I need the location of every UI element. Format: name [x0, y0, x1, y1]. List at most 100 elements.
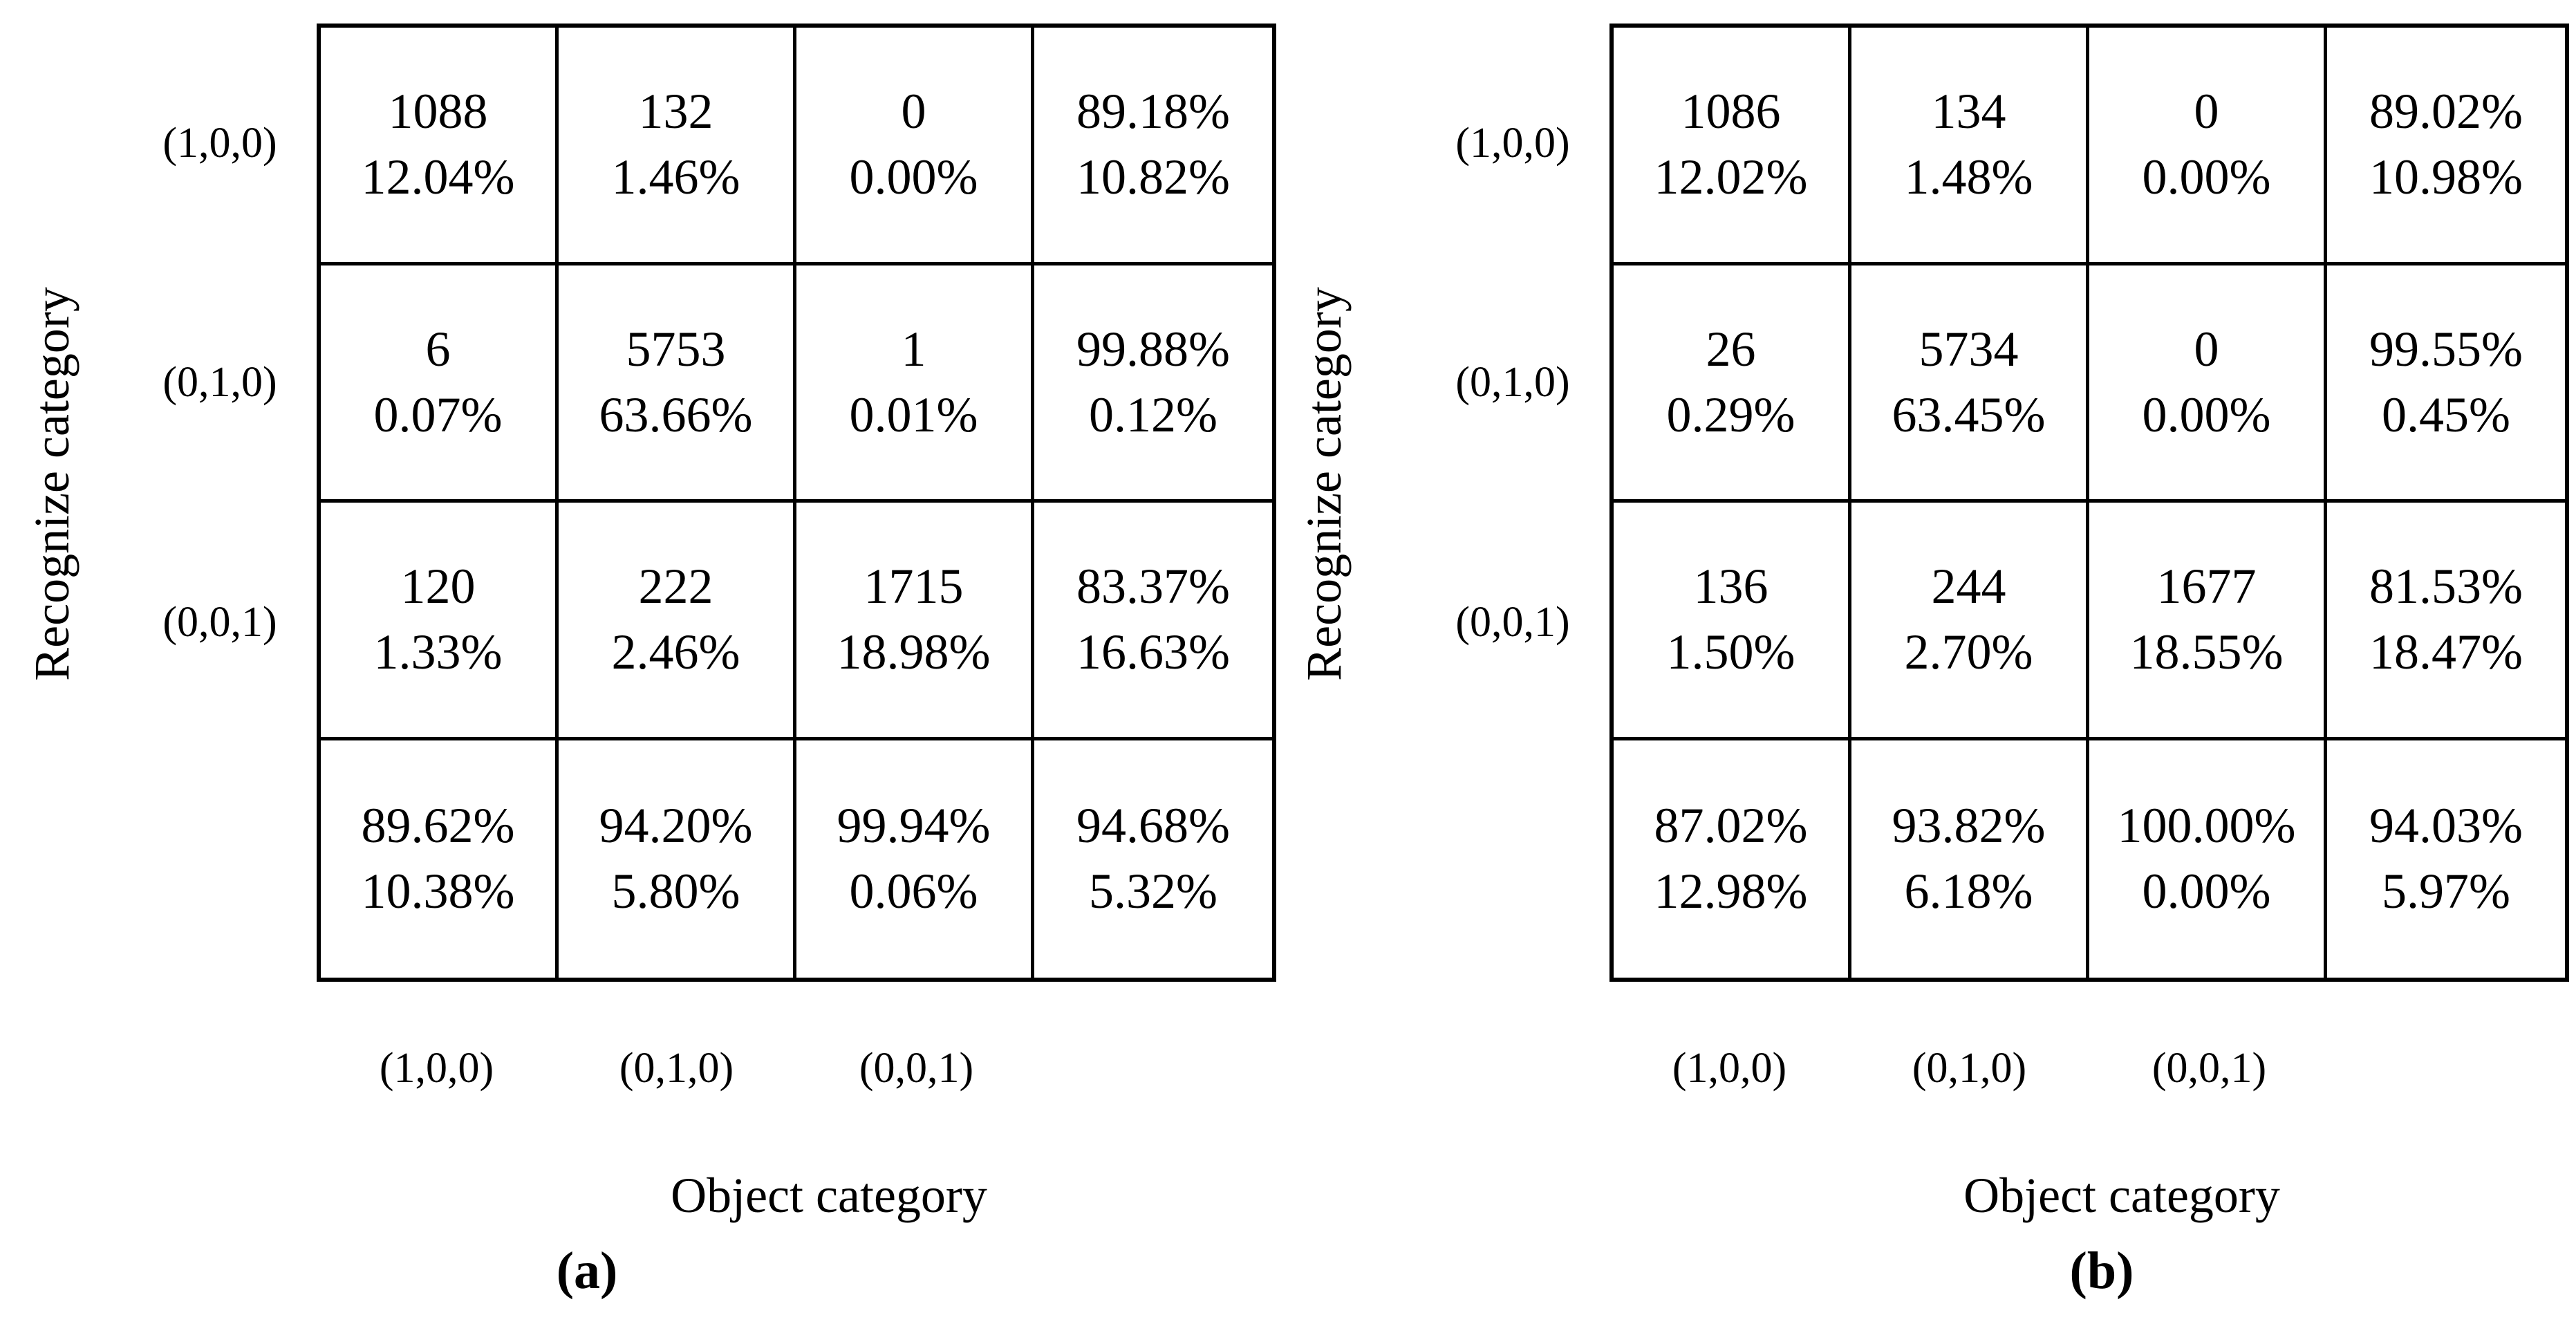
cell-overall-error: 5.97% [2382, 864, 2510, 920]
x-axis-label: Object category [671, 1168, 987, 1223]
matrix-cell: 120 1.33% [321, 503, 559, 740]
cell-col-error: 0.06% [849, 864, 978, 920]
matrix-cell: 89.02% 10.98% [2327, 28, 2565, 265]
cell-percent: 1.50% [1666, 624, 1795, 680]
matrix-cell: 1677 18.55% [2089, 503, 2327, 740]
cell-count: 222 [638, 559, 713, 615]
cell-row-error: 18.47% [2369, 624, 2523, 680]
row-label: (1,0,0) [1455, 119, 1570, 167]
row-label: (0,1,0) [1455, 359, 1570, 407]
cell-col-correct: 89.62% [361, 798, 515, 854]
cell-row-error: 0.12% [1089, 386, 1217, 442]
cell-percent: 12.04% [361, 149, 515, 205]
row-labels-column: (1,0,0) (0,1,0) (0,0,1) [123, 24, 317, 982]
cell-count: 134 [1931, 84, 2006, 140]
cell-row-correct: 89.02% [2369, 84, 2523, 140]
cell-col-error: 12.98% [1654, 864, 1808, 920]
matrix-cell: 94.68% 5.32% [1034, 740, 1272, 978]
matrix-cell: 99.94% 0.06% [796, 740, 1034, 978]
matrix-cell: 94.20% 5.80% [559, 740, 796, 978]
matrix-cell: 1086 12.02% [1614, 28, 1851, 265]
col-labels-row: (1,0,0) (0,1,0) (0,0,1) [1609, 1037, 2569, 1099]
row-label: (0,1,0) [162, 359, 277, 407]
cell-count: 26 [1706, 321, 1756, 377]
matrix-cell: 93.82% 6.18% [1851, 740, 2089, 978]
confusion-matrix-panel-b: Recognize category (1,0,0) (0,1,0) (0,0,… [1293, 0, 2576, 1324]
cell-col-error: 5.80% [611, 864, 740, 920]
col-label-empty [2329, 1037, 2569, 1099]
cell-percent: 0.29% [1666, 386, 1795, 442]
confusion-matrix-grid: 1086 12.02% 134 1.48% 0 0.00% 89.02% 10.98% … [1609, 24, 2569, 982]
cell-row-correct: 81.53% [2369, 559, 2523, 615]
cell-row-correct: 83.37% [1076, 559, 1230, 615]
col-label: (0,0,1) [859, 1044, 974, 1092]
cell-percent: 1.48% [1904, 149, 2033, 205]
matrix-cell: 26 0.29% [1614, 265, 1851, 503]
cell-percent: 0.00% [2142, 149, 2271, 205]
col-label: (1,0,0) [379, 1044, 494, 1092]
matrix-cell: 5753 63.66% [559, 265, 796, 503]
cell-percent: 0.01% [849, 386, 978, 442]
matrix-cell: 1088 12.04% [321, 28, 559, 265]
y-axis-label: Recognize category [17, 0, 86, 968]
cell-percent: 63.45% [1892, 386, 2046, 442]
col-label: (0,1,0) [619, 1044, 734, 1092]
cell-col-correct: 99.94% [837, 798, 991, 854]
matrix-cell: 89.62% 10.38% [321, 740, 559, 978]
cell-count: 1677 [2156, 559, 2257, 615]
matrix-cell: 222 2.46% [559, 503, 796, 740]
cell-overall-accuracy: 94.68% [1076, 798, 1230, 854]
cell-count: 136 [1693, 559, 1768, 615]
cell-percent: 0.00% [849, 149, 978, 205]
panel-letter: (a) [556, 1242, 618, 1300]
cell-count: 1715 [864, 559, 964, 615]
cell-row-error: 16.63% [1076, 624, 1230, 680]
row-label: (1,0,0) [162, 119, 277, 167]
row-label: (0,0,1) [162, 598, 277, 646]
matrix-cell: 100.00% 0.00% [2089, 740, 2327, 978]
confusion-matrix-grid: 1088 12.04% 132 1.46% 0 0.00% 89.18% 10.82% … [317, 24, 1276, 982]
cell-count: 1088 [388, 84, 488, 140]
matrix-cell: 81.53% 18.47% [2327, 503, 2565, 740]
cell-count: 6 [425, 321, 451, 377]
cell-count: 5753 [626, 321, 726, 377]
cell-percent: 63.66% [599, 386, 753, 442]
x-axis-label: Object category [1963, 1168, 2280, 1223]
matrix-cell: 136 1.50% [1614, 503, 1851, 740]
matrix-cell: 94.03% 5.97% [2327, 740, 2565, 978]
cell-col-correct: 87.02% [1654, 798, 1808, 854]
matrix-cell: 0 0.00% [796, 28, 1034, 265]
cell-count: 1 [901, 321, 926, 377]
cell-percent: 2.46% [611, 624, 740, 680]
cell-col-error: 6.18% [1904, 864, 2033, 920]
matrix-cell: 134 1.48% [1851, 28, 2089, 265]
cell-count: 244 [1931, 559, 2006, 615]
row-labels-column: (1,0,0) (0,1,0) (0,0,1) [1416, 24, 1609, 982]
col-label: (0,1,0) [1912, 1044, 2027, 1092]
col-label-empty [1036, 1037, 1276, 1099]
col-label: (1,0,0) [1672, 1044, 1787, 1092]
row-label-empty [1416, 743, 1609, 982]
matrix-cell: 6 0.07% [321, 265, 559, 503]
matrix-cell: 89.18% 10.82% [1034, 28, 1272, 265]
cell-count: 0 [2194, 84, 2219, 140]
cell-overall-accuracy: 94.03% [2369, 798, 2523, 854]
y-axis-label: Recognize category [1289, 0, 1359, 968]
panel-letter: (b) [2069, 1242, 2134, 1300]
matrix-cell: 99.88% 0.12% [1034, 265, 1272, 503]
cell-count: 0 [901, 84, 926, 140]
cell-percent: 0.00% [2142, 386, 2271, 442]
matrix-cell: 87.02% 12.98% [1614, 740, 1851, 978]
matrix-cell: 5734 63.45% [1851, 265, 2089, 503]
cell-col-correct: 93.82% [1892, 798, 2046, 854]
cell-percent: 1.46% [611, 149, 740, 205]
cell-percent: 18.98% [837, 624, 991, 680]
cell-row-correct: 99.55% [2369, 321, 2523, 377]
col-labels-row: (1,0,0) (0,1,0) (0,0,1) [317, 1037, 1276, 1099]
matrix-cell: 1 0.01% [796, 265, 1034, 503]
cell-col-correct: 94.20% [599, 798, 753, 854]
cell-row-correct: 99.88% [1076, 321, 1230, 377]
matrix-cell: 1715 18.98% [796, 503, 1034, 740]
cell-percent: 1.33% [373, 624, 503, 680]
cell-col-correct: 100.00% [2117, 798, 2296, 854]
